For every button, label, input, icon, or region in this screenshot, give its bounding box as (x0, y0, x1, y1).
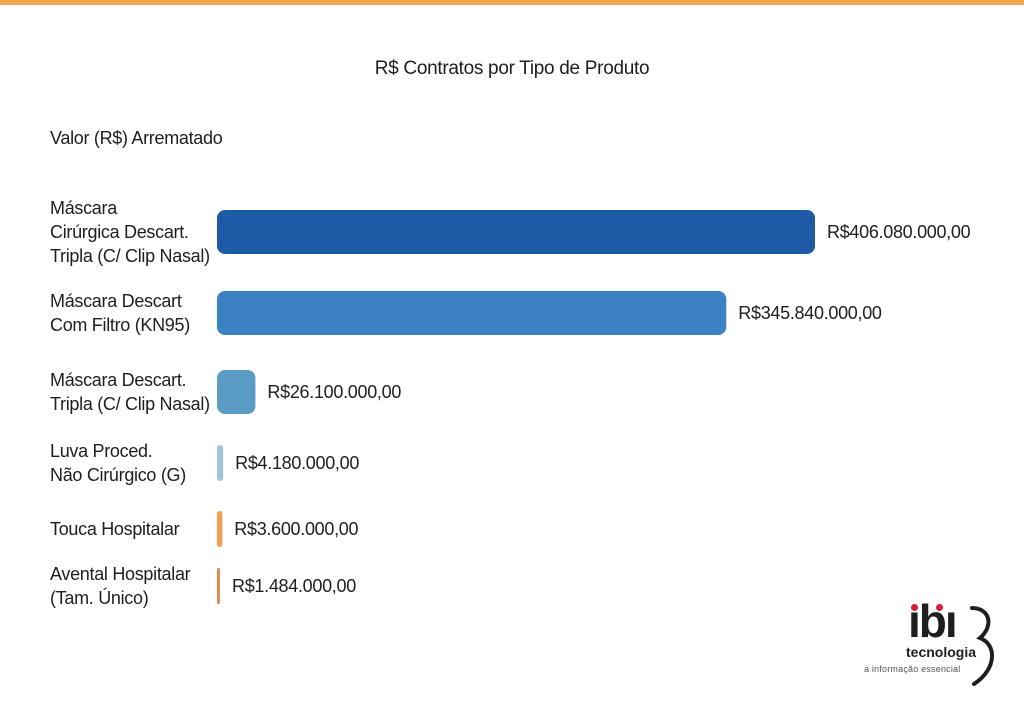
logo-dot-2 (936, 604, 943, 611)
value-label-2: R$345.840.000,00 (738, 303, 882, 323)
ibi-logo: ıbı tecnologia a informação essencial (860, 598, 1010, 688)
category-label-3: Máscara Descart. Tripla (C/ Clip Nasal) (50, 370, 210, 414)
logo-tagline: a informação essencial (864, 664, 961, 674)
value-label-3: R$26.100.000,00 (267, 382, 401, 402)
chart-title: R$ Contratos por Tipo de Produto (374, 58, 650, 79)
category-label-4: Luva Proced. Não Cirúrgico (G) (50, 441, 186, 485)
bar-2 (217, 291, 727, 335)
logo-dot-1 (911, 604, 918, 611)
bar-5 (217, 511, 223, 547)
axis-label: Valor (R$) Arrematado (50, 128, 223, 148)
bar-3 (217, 370, 256, 414)
logo-swoosh-icon (970, 606, 994, 686)
category-label-6: Avental Hospitalar (Tam. Único) (50, 564, 191, 608)
bar-1 (217, 210, 815, 254)
bar-6 (217, 568, 220, 604)
value-label-1: R$406.080.000,00 (827, 222, 971, 242)
category-label-5: Touca Hospitalar (50, 519, 180, 539)
logo-subtitle: tecnologia (906, 644, 977, 660)
value-label-6: R$1.484.000,00 (232, 576, 356, 596)
value-label-4: R$4.180.000,00 (235, 453, 359, 473)
value-label-5: R$3.600.000,00 (234, 519, 358, 539)
bar-4 (217, 445, 224, 481)
category-label-2: Máscara Descart Com Filtro (KN95) (50, 291, 190, 335)
category-label-1: Máscara Cirúrgica Descart. Tripla (C/ Clip… (50, 198, 210, 266)
top-accent-bar (0, 0, 1024, 5)
